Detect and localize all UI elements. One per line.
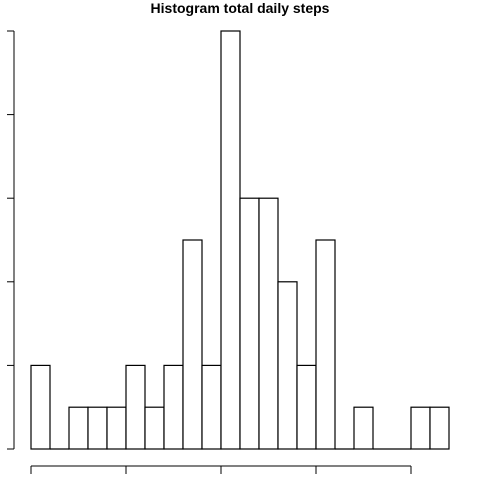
- histogram-bar: [220, 30, 241, 450]
- histogram-bar: [410, 406, 431, 450]
- histogram-bar: [163, 364, 184, 450]
- histogram-bar: [30, 364, 51, 450]
- histogram-bar: [258, 197, 279, 450]
- histogram-bar: [68, 406, 89, 450]
- histogram-bar: [201, 364, 222, 450]
- histogram-bar: [239, 197, 260, 450]
- chart-title: Histogram total daily steps: [150, 0, 330, 16]
- histogram-bar: [429, 406, 450, 450]
- histogram-bar: [315, 239, 336, 450]
- x-axis: [30, 465, 412, 474]
- histogram-bar: [277, 281, 298, 450]
- histogram-bar: [144, 406, 165, 450]
- histogram-bar: [182, 239, 203, 450]
- histogram-bar: [296, 364, 317, 450]
- histogram-bar: [125, 364, 146, 450]
- histogram-bar: [106, 406, 127, 450]
- y-axis: [7, 30, 15, 450]
- bars-layer: [30, 30, 450, 450]
- histogram-bar: [87, 406, 108, 450]
- histogram-bar: [353, 406, 374, 450]
